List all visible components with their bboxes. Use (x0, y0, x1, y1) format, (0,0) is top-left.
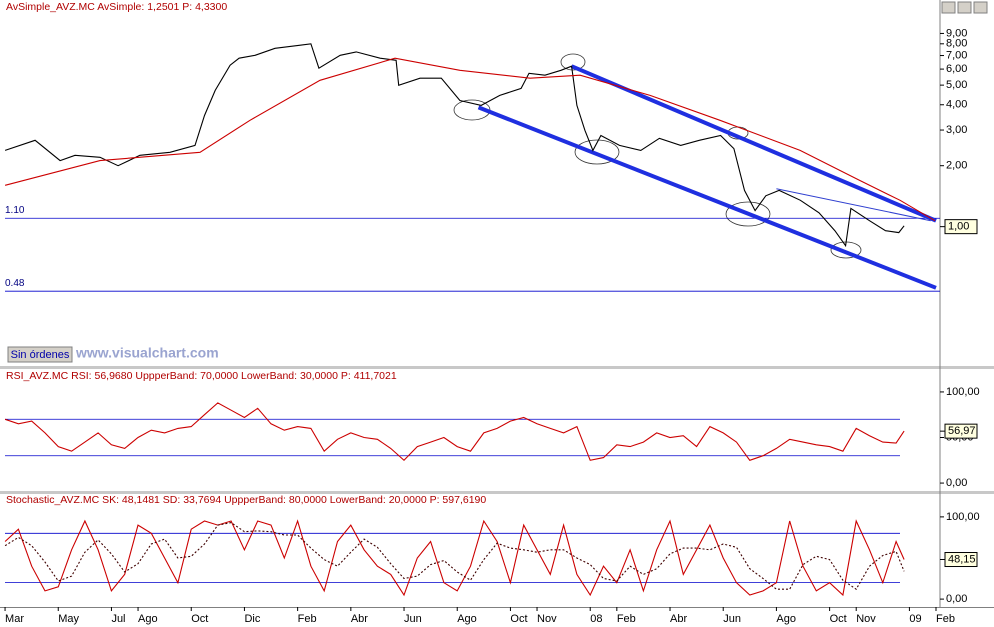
trend-line (477, 105, 937, 290)
x-tick-label: Feb (936, 613, 955, 625)
last-value-box (944, 219, 978, 235)
y-tick-label: 4,00 (946, 99, 967, 111)
y-tick-label: 0,00 (946, 477, 967, 489)
series-line (4, 43, 905, 248)
x-tick-label: Mar (5, 613, 24, 625)
trend-line (776, 188, 931, 222)
x-tick-label: Jun (404, 613, 422, 625)
last-value-label: 56,97 (948, 425, 976, 437)
x-tick-label: May (58, 613, 79, 625)
y-tick-label: 100,00 (946, 511, 980, 523)
x-tick-label: Jun (723, 613, 741, 625)
x-tick-label: Abr (351, 613, 368, 625)
close-button[interactable] (973, 1, 988, 14)
series-line (4, 57, 936, 222)
window-buttons[interactable] (941, 1, 988, 14)
last-value-label: 48,15 (948, 553, 976, 565)
y-tick-label: 2,00 (946, 160, 967, 172)
y-tick-label: 8,00 (946, 38, 967, 50)
maximize-button[interactable] (957, 1, 972, 14)
x-tick-label: Ago (776, 613, 796, 625)
annotation-ellipse (725, 201, 771, 227)
x-tick-label: Oct (510, 613, 527, 625)
minimize-button[interactable] (941, 1, 956, 14)
x-tick-label: 08 (590, 613, 602, 625)
x-tick-label: Dic (244, 613, 260, 625)
panel-separator (0, 491, 994, 494)
x-tick-label: Nov (537, 613, 557, 625)
series-line (4, 519, 905, 597)
last-value-box (944, 423, 978, 439)
y-tick-label: 0,00 (946, 593, 967, 605)
last-value-label: 1,00 (948, 221, 969, 233)
orders-button-label[interactable]: Sin órdenes (11, 349, 70, 361)
band-label: 1.10 (5, 205, 25, 216)
panel-separator (0, 366, 994, 369)
y-tick-label: 6,00 (946, 63, 967, 75)
x-tick-label: Nov (856, 613, 876, 625)
panel-header: RSI_AVZ.MC RSI: 56,9680 UppperBand: 70,0… (6, 370, 397, 382)
panel-header: Stochastic_AVZ.MC SK: 48,1481 SD: 33,769… (6, 494, 486, 506)
panel-header: AvSimple_AVZ.MC AvSimple: 1,2501 P: 4,33… (6, 1, 227, 13)
x-tick-label: Ago (138, 613, 158, 625)
x-tick-label: Jul (111, 613, 125, 625)
y-tick-label: 9,00 (946, 27, 967, 39)
x-tick-label: Oct (830, 613, 847, 625)
last-value-box (944, 552, 978, 568)
series-line (4, 522, 905, 590)
y-tick-label: 7,00 (946, 49, 967, 61)
band-label: 0.48 (5, 278, 25, 289)
x-tick-label: Ago (457, 613, 477, 625)
x-tick-label: 09 (909, 613, 921, 625)
x-axis-line (0, 607, 994, 608)
watermark: www.visualchart.com (75, 345, 219, 361)
annotation-ellipse (560, 53, 586, 71)
y-tick-label: 100,00 (946, 386, 980, 398)
trend-line (570, 64, 937, 223)
series-line (4, 402, 905, 462)
orders-button[interactable] (7, 346, 73, 363)
x-tick-label: Abr (670, 613, 687, 625)
x-tick-label: Feb (298, 613, 317, 625)
annotation-ellipse (574, 139, 620, 165)
y-tick-label: 5,00 (946, 79, 967, 91)
x-tick-label: Feb (617, 613, 636, 625)
x-tick-label: Oct (191, 613, 208, 625)
y-tick-label: 3,00 (946, 124, 967, 136)
